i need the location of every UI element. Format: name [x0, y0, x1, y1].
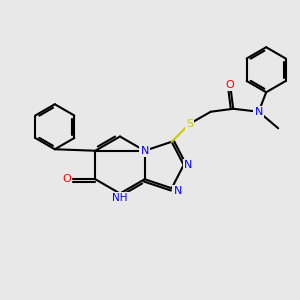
Text: O: O: [62, 174, 71, 184]
Text: N: N: [254, 107, 263, 117]
Text: N: N: [140, 146, 149, 156]
Text: S: S: [186, 119, 193, 129]
Text: NH: NH: [112, 193, 128, 203]
Text: N: N: [173, 186, 182, 196]
Text: O: O: [226, 80, 235, 90]
Text: N: N: [184, 160, 192, 170]
